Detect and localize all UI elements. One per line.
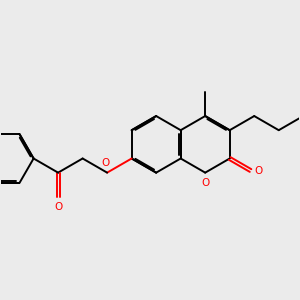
Text: O: O	[54, 202, 62, 212]
Text: O: O	[201, 178, 209, 188]
Text: O: O	[102, 158, 110, 168]
Text: O: O	[255, 166, 263, 176]
